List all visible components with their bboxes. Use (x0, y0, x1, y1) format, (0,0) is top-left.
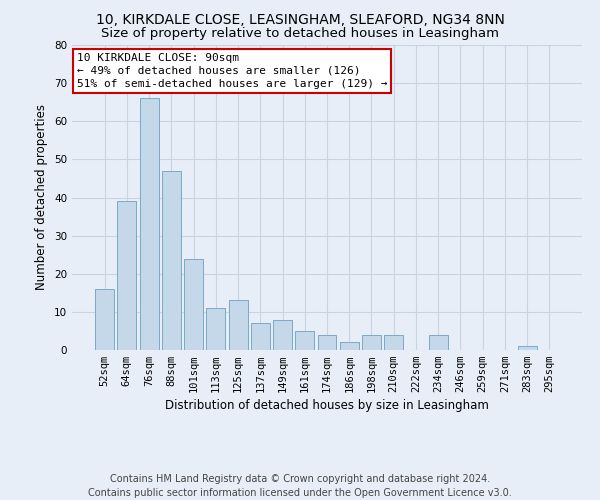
X-axis label: Distribution of detached houses by size in Leasingham: Distribution of detached houses by size … (165, 400, 489, 412)
Bar (206, 308, 225, 350)
Text: 10, KIRKDALE CLOSE, LEASINGHAM, SLEAFORD, NG34 8NN: 10, KIRKDALE CLOSE, LEASINGHAM, SLEAFORD… (95, 12, 505, 26)
Bar (140, 98, 158, 350)
Bar (229, 300, 248, 350)
Bar (273, 320, 292, 350)
Bar (362, 335, 381, 350)
Text: 10 KIRKDALE CLOSE: 90sqm
← 49% of detached houses are smaller (126)
51% of semi-: 10 KIRKDALE CLOSE: 90sqm ← 49% of detach… (77, 52, 388, 89)
Bar (518, 346, 536, 350)
Bar (251, 324, 270, 350)
Bar (384, 335, 403, 350)
Bar (95, 289, 114, 350)
Bar (340, 342, 359, 350)
Bar (295, 331, 314, 350)
Text: Contains HM Land Registry data © Crown copyright and database right 2024.
Contai: Contains HM Land Registry data © Crown c… (88, 474, 512, 498)
Bar (184, 258, 203, 350)
Bar (162, 171, 181, 350)
Y-axis label: Number of detached properties: Number of detached properties (35, 104, 49, 290)
Text: Size of property relative to detached houses in Leasingham: Size of property relative to detached ho… (101, 28, 499, 40)
Bar (118, 202, 136, 350)
Bar (429, 335, 448, 350)
Bar (317, 335, 337, 350)
